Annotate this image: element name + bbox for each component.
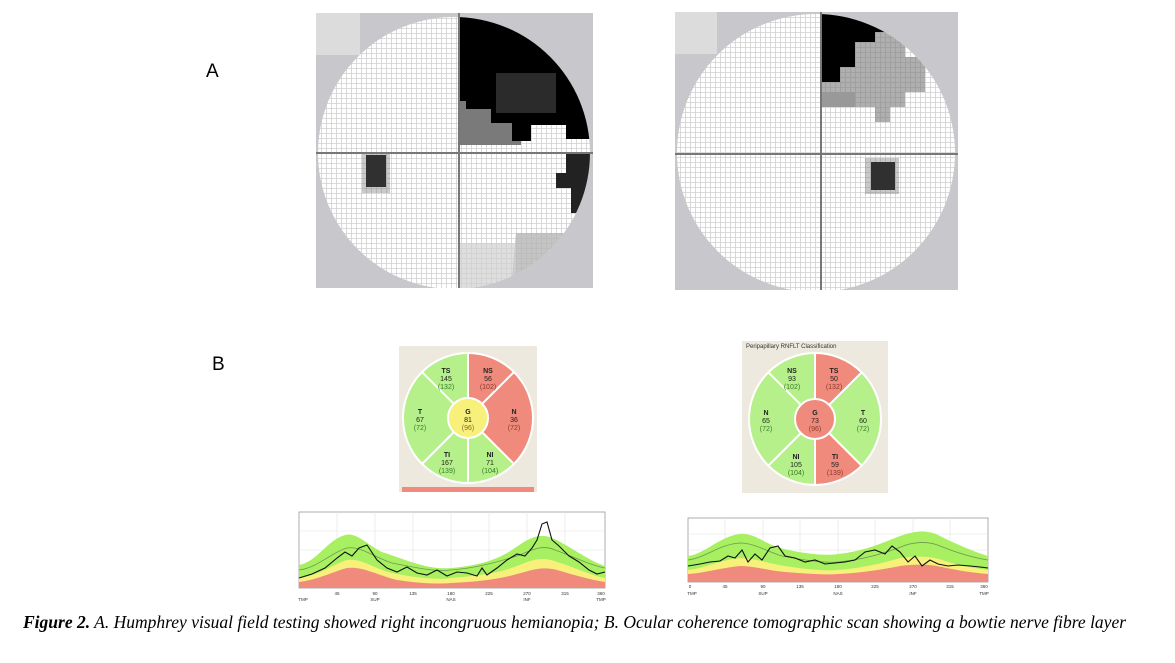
xname-nas: NAS (446, 597, 455, 602)
band-outside-normal (299, 567, 605, 588)
xname-tmp-r: TMP (687, 591, 697, 596)
rnfl-header: Peripapillary RNFLT Classification (746, 344, 836, 350)
ref-g-r: (96) (809, 426, 821, 433)
tick-180: 180 (447, 591, 455, 596)
value-n-r: 65 (762, 418, 770, 425)
value-t-r: 60 (859, 418, 867, 425)
xname-inf-r: INF (909, 591, 917, 596)
tick-90-r: 90 (760, 584, 766, 589)
value-ns-r: 93 (788, 376, 796, 383)
ref-t-r: (72) (857, 426, 869, 433)
xname-sup: SUP (370, 597, 379, 602)
tsnit-plot-right: 0 45 90 135 180 225 270 315 360 TMP SUP … (687, 517, 989, 596)
value-ni: 71 (486, 460, 494, 467)
scotoma-gray-edge (460, 101, 521, 145)
label-ni: NI (487, 452, 494, 459)
value-ts-r: 50 (830, 376, 838, 383)
label-t: T (418, 409, 423, 416)
tick-45: 45 (334, 591, 340, 596)
tick-270-r: 270 (909, 584, 917, 589)
xname-tmp2: TMP (596, 597, 606, 602)
sector-n (468, 372, 534, 464)
tick-45-r: 45 (722, 584, 728, 589)
value-ts: 145 (440, 376, 452, 383)
visual-field-right-eye (675, 12, 958, 290)
label-n-r: N (763, 410, 768, 417)
value-ti-r: 59 (831, 462, 839, 469)
rnfl-wheel-right: Peripapillary RNFLT Classification NS 93… (742, 341, 888, 493)
tick-135-r: 135 (796, 584, 804, 589)
label-ts: TS (442, 368, 451, 375)
tick-315-r: 315 (946, 584, 954, 589)
label-t-r: T (861, 410, 866, 417)
xname-inf: INF (523, 597, 531, 602)
figure-caption: Figure 2. A. Humphrey visual field testi… (23, 611, 1168, 633)
ref-t: (72) (414, 425, 426, 432)
value-g-r: 73 (811, 418, 819, 425)
label-ns-r: NS (787, 368, 797, 375)
figure-label: Figure 2. (23, 612, 91, 632)
label-ti-r: TI (832, 454, 838, 461)
tick-270: 270 (523, 591, 531, 596)
tick-360-r: 360 (980, 584, 988, 589)
measured-line-r (687, 545, 989, 569)
tick-135: 135 (409, 591, 417, 596)
sector-t (402, 372, 468, 464)
visual-field-left-eye (316, 13, 593, 288)
vf-corner-block (316, 13, 360, 55)
label-g: G (465, 409, 471, 416)
sector-t-r (815, 372, 882, 466)
ref-g: (96) (462, 425, 474, 432)
panel-a-label: A (206, 61, 219, 82)
tick-180-r: 180 (834, 584, 842, 589)
sector-g (447, 397, 489, 439)
value-g: 81 (464, 417, 472, 424)
tick-90: 90 (372, 591, 378, 596)
tsnit-plot-left: 45 90 135 180 225 270 315 360 TMP SUP NA… (298, 511, 606, 602)
tick-0-r: 0 (689, 584, 692, 589)
ref-n-r: (72) (760, 426, 772, 433)
ref-ts-r: (132) (826, 384, 842, 391)
label-ns: NS (483, 368, 493, 375)
value-t: 67 (416, 417, 424, 424)
ref-ni-r: (104) (788, 470, 804, 477)
value-ns: 56 (484, 376, 492, 383)
ref-ti: (139) (439, 468, 455, 475)
tick-360: 360 (597, 591, 605, 596)
value-n: 36 (510, 417, 518, 424)
tick-225: 225 (485, 591, 493, 596)
value-ni-r: 105 (790, 462, 802, 469)
measured-line (298, 521, 606, 579)
panel-b-label: B (212, 354, 225, 375)
xname-tmp2-r: TMP (979, 591, 989, 596)
label-ts-r: TS (830, 368, 839, 375)
label-ti: TI (444, 452, 450, 459)
tick-225-r: 225 (871, 584, 879, 589)
tick-315: 315 (561, 591, 569, 596)
value-ti: 167 (441, 460, 453, 467)
sector-n-r (748, 372, 815, 466)
scotoma-paracentral (366, 155, 386, 187)
xname-sup-r: SUP (758, 591, 767, 596)
rnfl-wheel-left: TS 145 (132) NS 56 (102) N 36 (72) NI 71… (399, 346, 537, 492)
label-ni-r: NI (793, 454, 800, 461)
ref-n: (72) (508, 425, 520, 432)
xname-nas-r: NAS (833, 591, 842, 596)
ref-ns: (102) (480, 384, 496, 391)
ref-ns-r: (102) (784, 384, 800, 391)
caption-text: A. Humphrey visual field testing showed … (90, 612, 1127, 632)
ref-ti-r: (139) (827, 470, 843, 477)
label-n: N (511, 409, 516, 416)
classification-bar (402, 487, 534, 492)
ref-ts: (132) (438, 384, 454, 391)
scotoma-paracentral-r (871, 162, 895, 190)
ref-ni: (104) (482, 468, 498, 475)
label-g-r: G (812, 410, 818, 417)
xname-tmp: TMP (298, 597, 308, 602)
sector-g-r (794, 398, 836, 440)
band-outside-normal-r (688, 564, 988, 582)
